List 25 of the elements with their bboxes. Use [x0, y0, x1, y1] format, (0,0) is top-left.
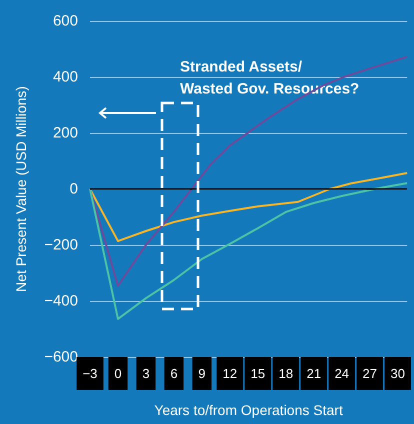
y-tick-label: 600: [52, 12, 78, 30]
x-tick-label: 24: [334, 366, 350, 381]
line-series: [89, 172, 408, 242]
x-tick-label: 12: [222, 366, 238, 381]
y-axis-title: Net Present Value (USD Millions): [13, 86, 29, 292]
x-tick-label: 9: [198, 366, 206, 381]
line-series: [89, 56, 408, 287]
x-tick-label: 0: [114, 366, 122, 381]
y-tick-label: −400: [44, 292, 78, 310]
x-tick-label: 15: [250, 366, 266, 381]
x-tick-label: 6: [170, 366, 178, 381]
line-series: [89, 182, 408, 320]
x-tick-label: 27: [362, 366, 378, 381]
annotation: Stranded Assets/ Wasted Gov. Resources?: [180, 58, 360, 98]
y-tick-label: 0: [70, 180, 78, 198]
y-tick-label: 400: [52, 68, 78, 86]
x-axis-title: Years to/from Operations Start: [154, 402, 343, 418]
y-tick-label: −600: [44, 348, 78, 366]
y-tick-label: 200: [52, 124, 78, 142]
x-tick-label: 3: [142, 366, 150, 381]
x-tick-label: −3: [82, 366, 98, 381]
x-tick-label: 30: [390, 366, 406, 381]
x-tick-label: 21: [306, 366, 322, 381]
x-tick-label: 18: [278, 366, 294, 381]
y-tick-label: −200: [44, 236, 78, 254]
